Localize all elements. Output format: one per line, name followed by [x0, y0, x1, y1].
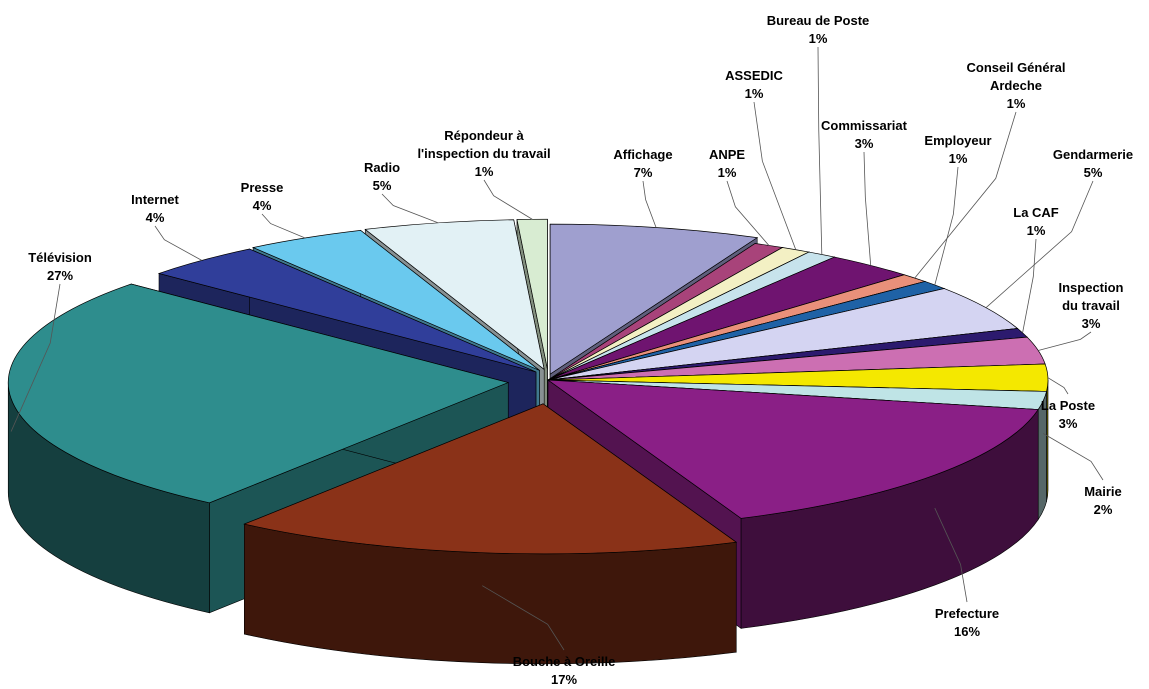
pie-slice-top	[364, 219, 545, 371]
slice-labels: Affichage 7% ANPE 1% ASSEDIC 1% Bureau de Post…	[28, 13, 1133, 687]
slice-label: La CAF 1%	[1013, 205, 1059, 238]
leader-line	[261, 213, 306, 239]
slice-label: Commissariat 3%	[821, 118, 908, 151]
pie-slice-top	[157, 248, 537, 373]
leader-line	[914, 111, 1017, 279]
leader-line	[1022, 238, 1037, 333]
pie-slice-top	[546, 379, 1039, 519]
slice-label: ASSEDIC 1%	[725, 68, 783, 101]
leader-line	[154, 225, 202, 261]
pie-slices	[7, 218, 1049, 665]
leader-lines	[10, 46, 1104, 651]
slice-label: Bouche à Oreille 17%	[513, 654, 616, 687]
leader-line	[985, 180, 1094, 308]
leader-line	[482, 585, 565, 651]
leader-line	[1043, 433, 1104, 481]
slice-label: Bureau de Poste 1%	[767, 13, 870, 46]
slice-label: ANPE 1%	[709, 147, 745, 180]
leader-line	[642, 180, 657, 228]
slice-label: Affichage 7%	[613, 147, 672, 180]
slice-label: Prefecture 16%	[935, 606, 999, 639]
slice-label: Mairie 2%	[1084, 484, 1122, 517]
leader-line	[1047, 377, 1069, 395]
leader-line	[934, 507, 968, 603]
leader-line	[753, 101, 797, 250]
slice-label: Gendarmerie 5%	[1053, 147, 1133, 180]
leader-line	[726, 180, 770, 246]
leader-line	[10, 283, 61, 432]
slice-label: Télévision 27%	[28, 250, 92, 283]
pie-slice-top	[243, 403, 738, 555]
leader-line	[863, 151, 872, 266]
slice-label: Inspection du travail 3%	[1058, 280, 1123, 331]
pie-slice-top	[7, 283, 510, 504]
pie-slice-top	[251, 230, 540, 371]
slice-label: Internet 4%	[131, 192, 179, 225]
slice-label: La Poste 3%	[1041, 398, 1095, 431]
slice-label: Radio 5%	[364, 160, 400, 193]
slice-label: Conseil Général Ardeche 1%	[967, 60, 1066, 111]
pie-slice-top	[547, 288, 1019, 381]
slice-label: Employeur 1%	[924, 133, 991, 166]
pie-slice	[243, 403, 738, 665]
leader-line	[817, 46, 823, 255]
slice-label: Répondeur à l'inspection du travail 1%	[417, 128, 550, 179]
leader-line	[1038, 331, 1092, 351]
slice-label: Presse 4%	[241, 180, 284, 213]
leader-line	[483, 179, 533, 220]
leader-line	[934, 166, 959, 286]
leader-line	[381, 193, 439, 224]
